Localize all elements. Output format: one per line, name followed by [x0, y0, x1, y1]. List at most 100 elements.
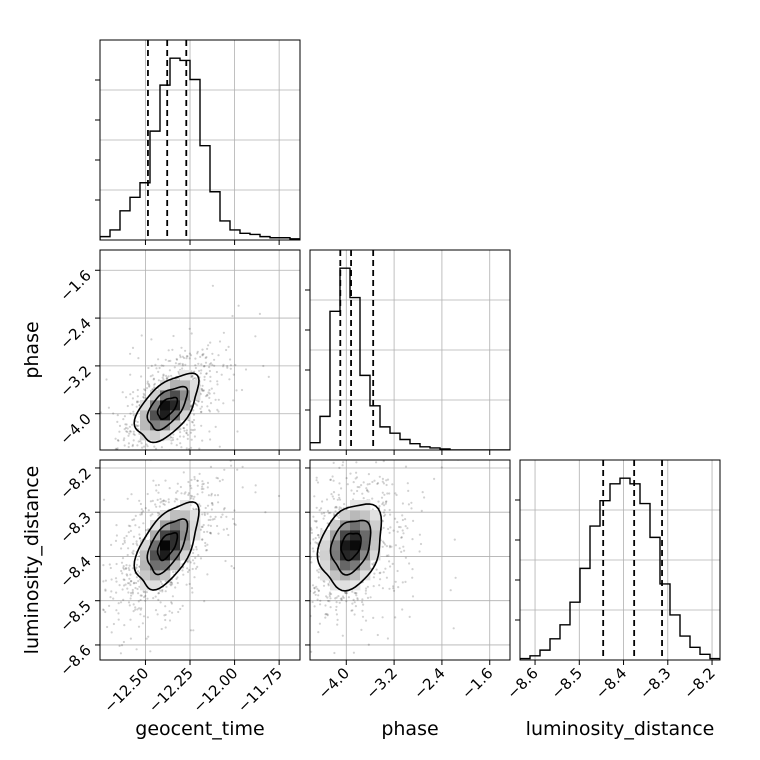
- scatter-point: [201, 480, 204, 483]
- scatter-point: [128, 432, 131, 435]
- scatter-point: [108, 563, 111, 566]
- scatter-point: [163, 614, 166, 617]
- scatter-point: [185, 447, 188, 450]
- scatter-point: [218, 340, 222, 343]
- scatter-point: [136, 544, 139, 547]
- scatter-point: [107, 406, 110, 409]
- scatter-point: [129, 430, 132, 433]
- scatter-point: [283, 597, 285, 599]
- scatter-point: [171, 611, 174, 614]
- scatter-point: [186, 433, 189, 437]
- scatter-point: [135, 540, 138, 543]
- scatter-point: [394, 492, 397, 495]
- density-cell: [180, 410, 191, 421]
- scatter-point: [326, 596, 329, 599]
- scatter-point: [381, 545, 384, 548]
- scatter-point: [207, 344, 210, 347]
- scatter-point: [329, 606, 332, 609]
- scatter-point: [332, 497, 335, 500]
- scatter-point: [286, 670, 288, 672]
- density-cell: [160, 380, 171, 391]
- scatter-point: [328, 600, 331, 603]
- density-cell: [360, 540, 371, 551]
- scatter-point: [362, 603, 365, 606]
- scatter-point: [383, 514, 386, 518]
- scatter-point: [404, 518, 407, 521]
- scatter-point: [132, 432, 135, 436]
- density-cell: [180, 500, 191, 511]
- density-cell: [320, 570, 331, 581]
- scatter-point: [162, 502, 165, 505]
- scatter-point: [136, 587, 139, 591]
- scatter-point: [201, 491, 204, 494]
- scatter-point: [286, 593, 288, 595]
- scatter-point: [123, 539, 126, 542]
- scatter-point: [329, 511, 332, 514]
- scatter-point: [385, 483, 388, 487]
- scatter-point: [335, 601, 338, 604]
- scatter-point: [379, 571, 382, 574]
- density-cell: [350, 560, 361, 571]
- y-tick-label-luminosity-distance: −8.6: [56, 641, 94, 679]
- scatter-point: [198, 503, 201, 506]
- scatter-point: [162, 378, 165, 381]
- scatter-point: [217, 354, 220, 357]
- scatter-point: [396, 521, 399, 524]
- scatter-point: [129, 573, 132, 576]
- scatter-point: [198, 472, 201, 475]
- scatter-point: [285, 590, 287, 592]
- scatter-point: [128, 582, 131, 585]
- density-cell: [160, 550, 171, 561]
- y-tick-label-phase: −1.6: [56, 266, 94, 304]
- scatter-point: [397, 525, 401, 529]
- scatter-point: [174, 497, 177, 500]
- scatter-point: [292, 627, 294, 629]
- scatter-point: [201, 389, 204, 392]
- panel-content-hist-phase: [310, 250, 510, 450]
- scatter-point: [325, 595, 328, 598]
- scatter-point: [337, 493, 340, 496]
- scatter-point: [97, 482, 99, 484]
- density-cell: [360, 560, 371, 571]
- scatter-point: [315, 519, 318, 523]
- scatter-point: [269, 506, 271, 508]
- scatter-point: [315, 520, 318, 523]
- scatter-point: [162, 364, 165, 367]
- scatter-point: [184, 363, 187, 366]
- scatter-point: [196, 565, 199, 569]
- scatter-point: [187, 493, 190, 497]
- scatter-point: [308, 608, 310, 610]
- scatter-point: [209, 341, 212, 344]
- scatter-point: [118, 480, 120, 482]
- scatter-point: [122, 598, 125, 601]
- scatter-point: [193, 562, 196, 565]
- scatter-point: [115, 562, 118, 566]
- scatter-point: [199, 557, 203, 560]
- scatter-point: [132, 535, 136, 538]
- scatter-point: [145, 591, 148, 594]
- scatter-point: [326, 614, 329, 617]
- scatter-point: [317, 576, 320, 579]
- density-cell: [170, 400, 181, 411]
- scatter-point: [361, 408, 363, 410]
- scatter-point: [164, 613, 167, 616]
- scatter-point: [190, 478, 193, 482]
- scatter-point: [137, 570, 140, 573]
- density-cell: [150, 410, 161, 421]
- scatter-point: [354, 592, 357, 595]
- scatter-point: [147, 509, 150, 512]
- scatter-point: [333, 651, 336, 655]
- scatter-point: [189, 354, 193, 357]
- scatter-point: [315, 506, 318, 509]
- scatter-point: [316, 534, 320, 537]
- scatter-point: [341, 634, 344, 637]
- scatter-point: [181, 364, 184, 367]
- scatter-point: [302, 541, 304, 543]
- scatter-point: [152, 378, 155, 381]
- scatter-point: [191, 495, 194, 498]
- scatter-point: [44, 440, 46, 442]
- scatter-point: [312, 550, 315, 553]
- scatter-point: [123, 624, 126, 627]
- scatter-point: [418, 550, 421, 553]
- panel-hist-phase: [305, 249, 511, 455]
